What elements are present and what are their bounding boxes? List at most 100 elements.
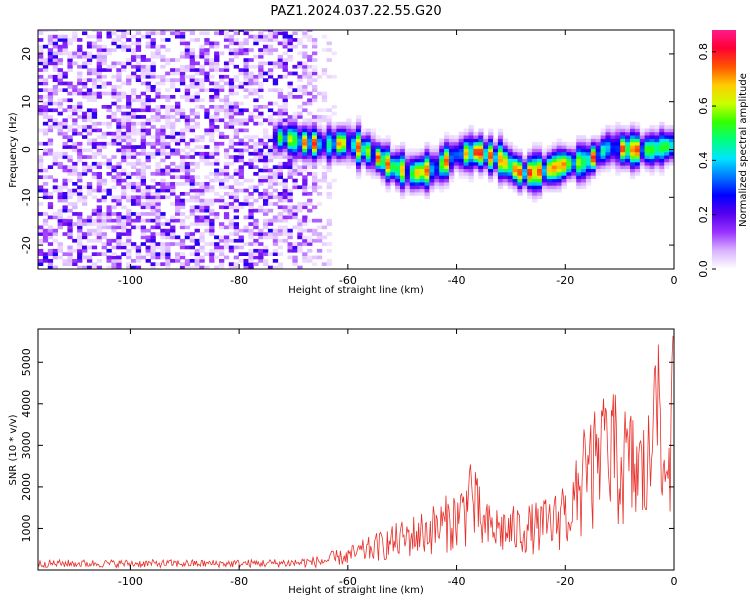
spectrogram-cell bbox=[135, 198, 142, 203]
spectrogram-cell bbox=[111, 212, 117, 216]
spectrogram-cell bbox=[106, 31, 112, 36]
spectrogram-cell bbox=[605, 135, 611, 139]
spectrogram-cell bbox=[106, 64, 112, 69]
spectrogram-cell bbox=[502, 148, 509, 153]
spectrogram-cell bbox=[429, 165, 435, 169]
spectrogram-cell bbox=[155, 232, 161, 236]
spectrogram-cell bbox=[101, 105, 107, 109]
spectrogram-cell bbox=[267, 222, 274, 226]
spectrogram-cell bbox=[116, 178, 122, 183]
snr-frame bbox=[37, 328, 675, 571]
spectrogram-cell bbox=[277, 198, 283, 203]
spectrogram-cell bbox=[165, 218, 171, 223]
spectrogram-cell bbox=[307, 202, 313, 206]
spectrogram-cell bbox=[556, 145, 562, 149]
spectrogram-cell bbox=[312, 161, 318, 166]
spectrogram-cell bbox=[292, 208, 298, 213]
spectrogram-cell bbox=[47, 74, 54, 79]
spectrogram-cell bbox=[267, 88, 274, 92]
spectrogram-cell bbox=[155, 202, 161, 206]
spectrogram-cell bbox=[302, 161, 308, 166]
spectrogram-cell bbox=[155, 111, 161, 116]
spectrogram-cell bbox=[272, 128, 279, 133]
spectrogram-cell bbox=[52, 54, 58, 59]
spectrogram-cell bbox=[106, 68, 112, 72]
spectrogram-cell bbox=[277, 262, 283, 266]
spectrogram-cell bbox=[527, 161, 533, 166]
spectrogram-cell bbox=[116, 182, 122, 186]
spectrogram-cell bbox=[170, 202, 176, 206]
spectrogram-cell bbox=[248, 178, 254, 183]
spectrogram-cell bbox=[385, 138, 391, 143]
spectrogram-cell bbox=[189, 168, 195, 173]
spectrogram-cell bbox=[669, 138, 674, 143]
spectrogram-cell bbox=[414, 192, 420, 196]
spectrogram-cell bbox=[96, 54, 102, 59]
spectrogram-cell bbox=[121, 188, 127, 193]
spectrogram-cell bbox=[312, 141, 318, 146]
spectrogram-cell bbox=[179, 41, 186, 46]
spectrogram-cell bbox=[277, 215, 283, 220]
spectrogram-cell bbox=[57, 111, 63, 116]
spectrogram-cell bbox=[243, 121, 249, 126]
spectrogram-cell bbox=[111, 228, 117, 233]
spectrogram-cell bbox=[546, 188, 553, 193]
spectrogram-cell bbox=[326, 155, 332, 159]
spectrogram-cell bbox=[82, 125, 88, 129]
spectrogram-cell bbox=[145, 228, 151, 233]
spectrogram-cell bbox=[160, 54, 166, 59]
spectrogram-cell bbox=[351, 155, 357, 159]
spectrogram-cell bbox=[267, 30, 274, 32]
spectrogram-cell bbox=[263, 212, 269, 216]
spectrogram-cell bbox=[131, 48, 137, 52]
spectrogram-cell bbox=[165, 228, 171, 233]
spectrogram-cell bbox=[341, 148, 347, 153]
spectrogram-cell bbox=[297, 225, 303, 230]
spectrogram-cell bbox=[630, 151, 636, 156]
spectrogram-cell bbox=[179, 38, 186, 42]
spectrogram-cell bbox=[238, 205, 244, 210]
spectrogram-cell bbox=[404, 188, 411, 193]
spectrogram-cell bbox=[297, 151, 303, 156]
spectrogram-cell bbox=[204, 38, 210, 42]
spectrogram-cell bbox=[184, 265, 191, 269]
spectrogram-cell bbox=[38, 228, 44, 233]
spectrogram-cell bbox=[126, 48, 132, 52]
spectrogram-cell bbox=[370, 141, 376, 146]
spectrogram-cell bbox=[316, 91, 323, 96]
spectrogram-cell bbox=[47, 235, 54, 240]
spectrogram-cell bbox=[140, 148, 146, 153]
spectrogram-cell bbox=[243, 198, 249, 203]
spectrogram-cell bbox=[140, 205, 146, 210]
spectrogram-cell bbox=[82, 118, 88, 123]
spectrogram-cell bbox=[356, 172, 362, 176]
spectrogram-cell bbox=[248, 30, 254, 32]
spectrogram-cell bbox=[62, 262, 68, 266]
spectrogram-cell bbox=[228, 265, 235, 269]
spectrogram-cell bbox=[302, 168, 308, 173]
spectrogram-cell bbox=[101, 135, 107, 139]
y-tick-label: 5000 bbox=[20, 348, 33, 376]
spectrogram-cell bbox=[277, 165, 283, 169]
spectrogram-cell bbox=[282, 215, 288, 220]
spectrogram-cell bbox=[390, 161, 396, 166]
spectrogram-cell bbox=[395, 188, 401, 193]
spectrogram-cell bbox=[86, 125, 93, 129]
spectrogram-cell bbox=[253, 34, 259, 39]
spectrogram-cell bbox=[243, 128, 249, 133]
spectrogram-cell bbox=[204, 54, 210, 59]
spectrogram-cell bbox=[400, 151, 406, 156]
spectrogram-cell bbox=[453, 158, 460, 163]
spectrogram-cell bbox=[556, 165, 562, 169]
spectrogram-cell bbox=[312, 148, 318, 153]
spectrogram-cell bbox=[253, 78, 259, 82]
spectrogram-cell bbox=[527, 185, 533, 190]
spectrogram-cell bbox=[52, 101, 58, 106]
spectrogram-cell bbox=[91, 252, 98, 256]
spectrogram-cell bbox=[194, 175, 200, 179]
spectrogram-cell bbox=[160, 242, 166, 246]
spectrogram-cell bbox=[233, 192, 239, 196]
spectrogram-cell bbox=[253, 188, 259, 193]
spectrogram-cell bbox=[419, 165, 425, 169]
spectrogram-cell bbox=[590, 161, 597, 166]
